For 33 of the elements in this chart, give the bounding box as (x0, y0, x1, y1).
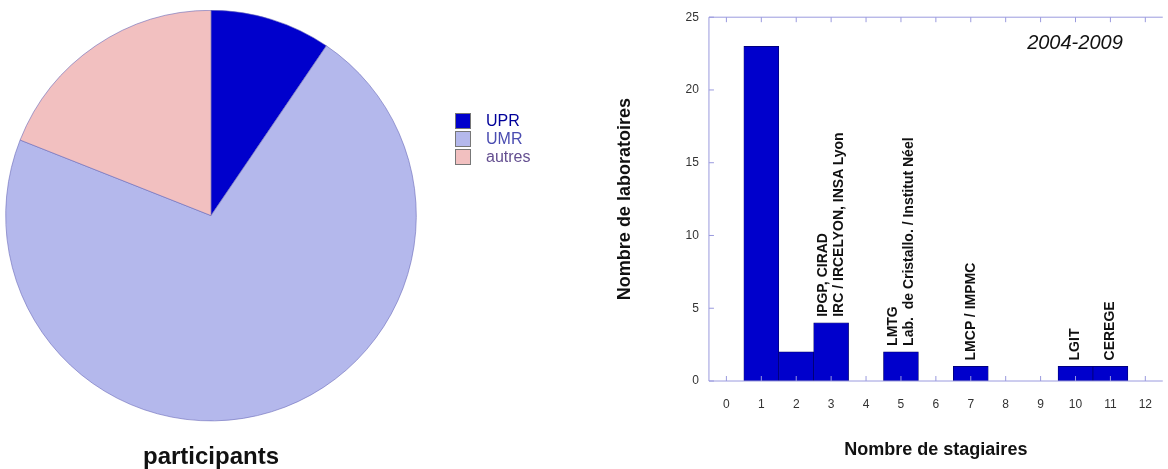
x-axis-title: Nombre de stagiaires (844, 439, 1028, 460)
x-tick-label: 10 (1068, 396, 1083, 411)
x-tick-label: 5 (897, 396, 905, 411)
y-tick-label: 25 (685, 9, 700, 24)
x-tick-label: 1 (757, 396, 765, 411)
y-tick-label: 15 (685, 155, 700, 170)
x-tick-label: 12 (1138, 396, 1153, 411)
y-tick-label: 0 (692, 373, 700, 388)
legend-label: UMR (486, 130, 523, 148)
text: 2004-2009 (1026, 30, 1123, 53)
annotation: IRC / IRCELYON, INSA Lyon (829, 132, 846, 317)
y-axis-title: Nombre de laboratoires (613, 98, 634, 301)
annotation: IPGP, CIRAD (813, 233, 830, 317)
x-tick-label: 11 (1104, 396, 1117, 411)
x-tick-label: 9 (1037, 396, 1045, 411)
x-tick-label: 7 (967, 396, 975, 411)
legend-label: autres (486, 148, 531, 166)
x-tick-label: 6 (932, 396, 940, 411)
y-tick-label: 20 (685, 82, 700, 97)
text: participants (142, 442, 280, 469)
x-tick-label: 0 (723, 396, 731, 411)
x-tick-label: 4 (862, 396, 870, 411)
annotation: LMTG (883, 306, 900, 346)
annotation: CEREGE (1101, 301, 1118, 361)
x-tick-label: 3 (827, 396, 835, 411)
legend-label: UPR (486, 112, 520, 130)
x-tick-label: 2 (792, 396, 800, 411)
annotation: Lab. de Cristallo. / Institut Néel (899, 137, 916, 346)
annotation: LGIT (1066, 328, 1083, 361)
annotation: LMCP / IMPMC (961, 262, 978, 361)
x-tick-label: 8 (1002, 396, 1010, 411)
y-tick-label: 10 (685, 227, 700, 242)
y-tick-label: 5 (692, 300, 700, 315)
